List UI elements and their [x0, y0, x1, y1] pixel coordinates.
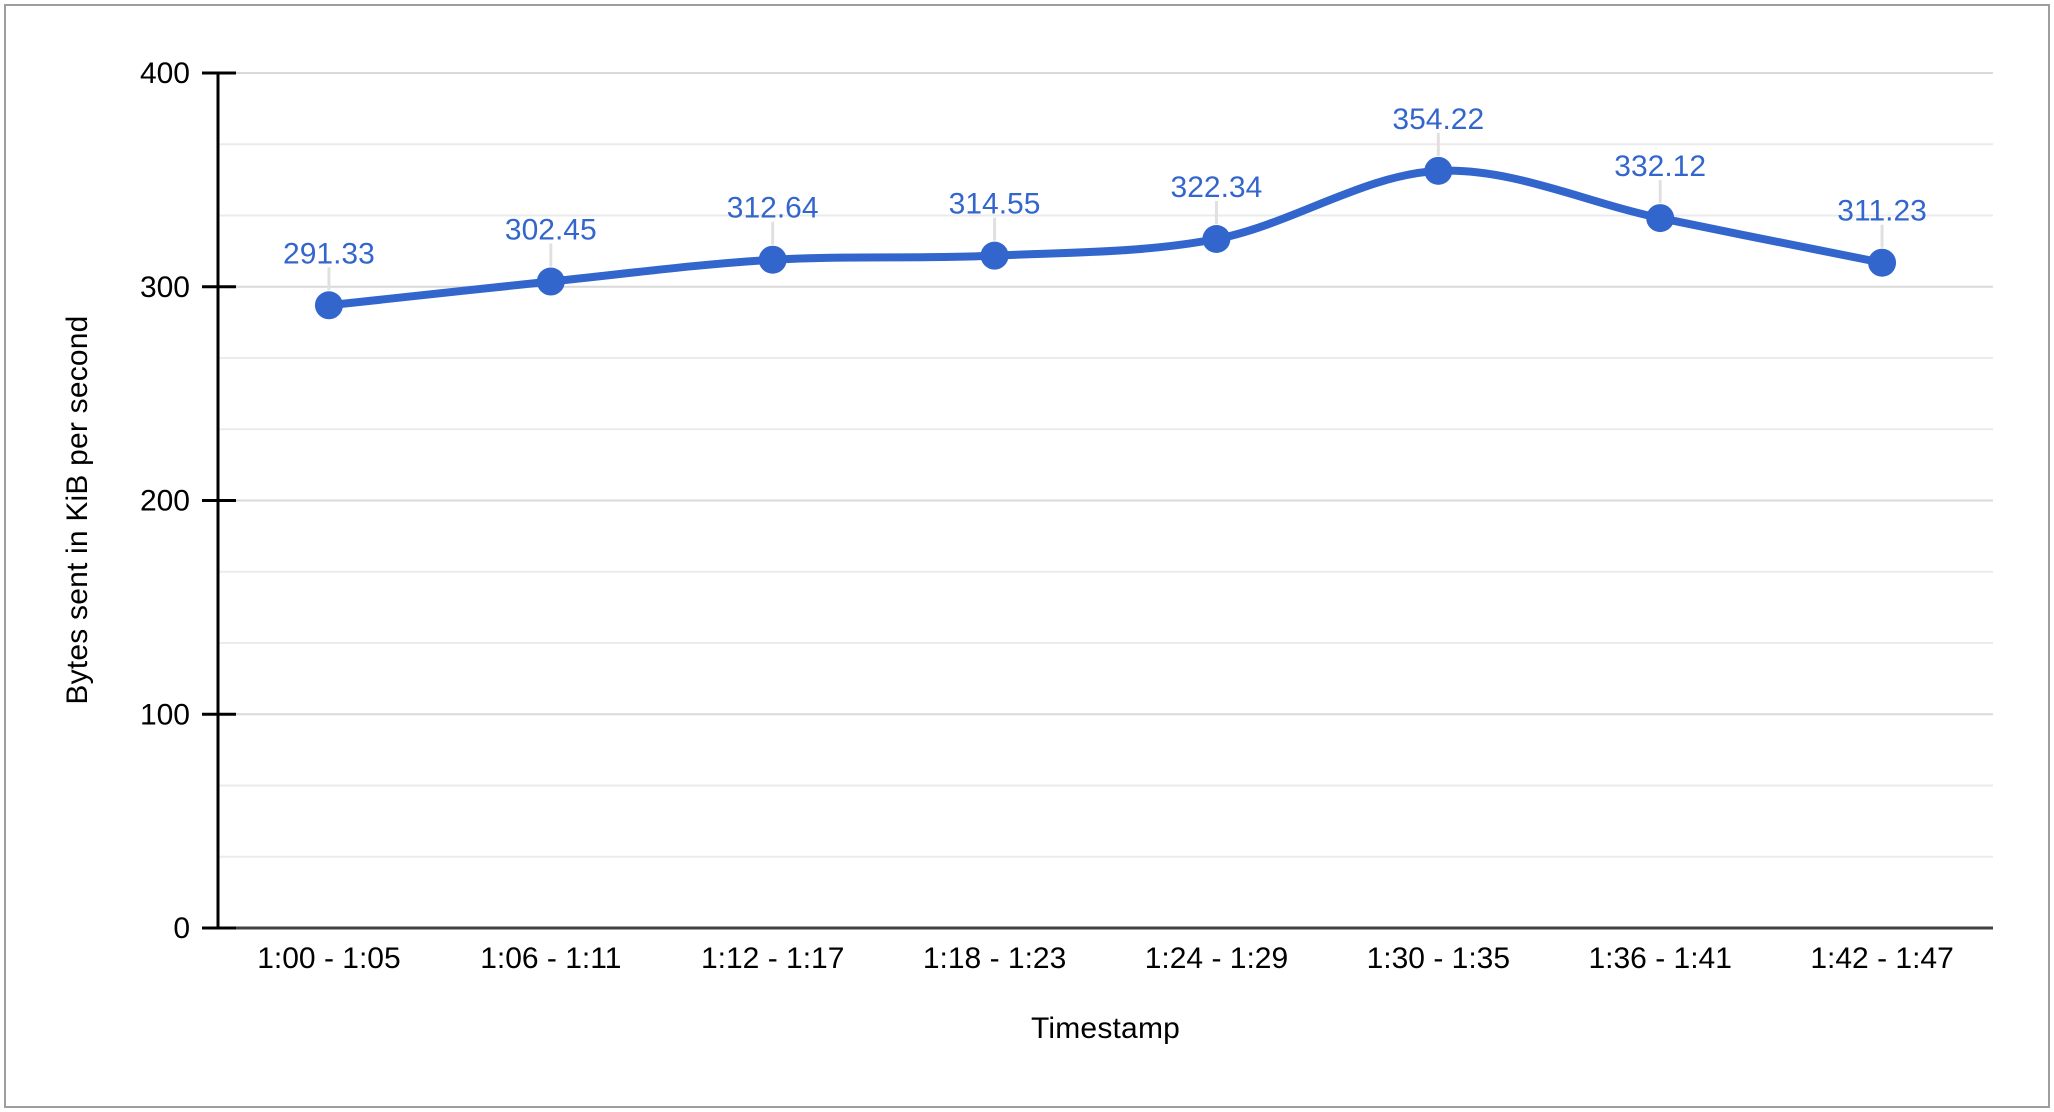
data-point-label: 332.12: [1614, 150, 1706, 183]
x-category-label: 1:18 - 1:23: [923, 942, 1066, 975]
data-point[interactable]: [1868, 248, 1897, 277]
x-axis-title: Timestamp: [1030, 1012, 1181, 1045]
data-point[interactable]: [1646, 204, 1675, 233]
data-point[interactable]: [980, 241, 1009, 270]
data-point[interactable]: [758, 245, 787, 274]
data-point-label: 302.45: [505, 214, 597, 247]
chart-frame: [4, 4, 2050, 1108]
y-axis-title: Bytes sent in KiB per second: [61, 315, 94, 705]
y-tick-label: 0: [173, 912, 190, 945]
data-point-label: 312.64: [727, 192, 819, 225]
x-category-label: 1:00 - 1:05: [257, 942, 400, 975]
y-tick-label: 200: [140, 485, 190, 518]
data-point-label: 291.33: [283, 237, 375, 270]
x-category-label: 1:12 - 1:17: [701, 942, 844, 975]
data-point-label: 311.23: [1837, 195, 1927, 228]
y-tick-label: 100: [140, 698, 190, 731]
x-category-label: 1:30 - 1:35: [1367, 942, 1510, 975]
data-point[interactable]: [1424, 156, 1453, 185]
x-category-label: 1:42 - 1:47: [1810, 942, 1953, 975]
x-category-label: 1:24 - 1:29: [1145, 942, 1288, 975]
data-point[interactable]: [314, 291, 343, 320]
data-point[interactable]: [536, 267, 565, 296]
x-category-label: 1:06 - 1:11: [480, 942, 621, 975]
y-tick-label: 300: [140, 271, 190, 304]
y-tick-label: 400: [140, 57, 190, 90]
x-category-label: 1:36 - 1:41: [1588, 942, 1731, 975]
data-point-label: 354.22: [1392, 103, 1484, 136]
data-point-label: 322.34: [1171, 171, 1263, 204]
data-point-label: 314.55: [949, 188, 1041, 221]
series-line: [324, 166, 1887, 310]
data-point[interactable]: [1202, 224, 1231, 253]
